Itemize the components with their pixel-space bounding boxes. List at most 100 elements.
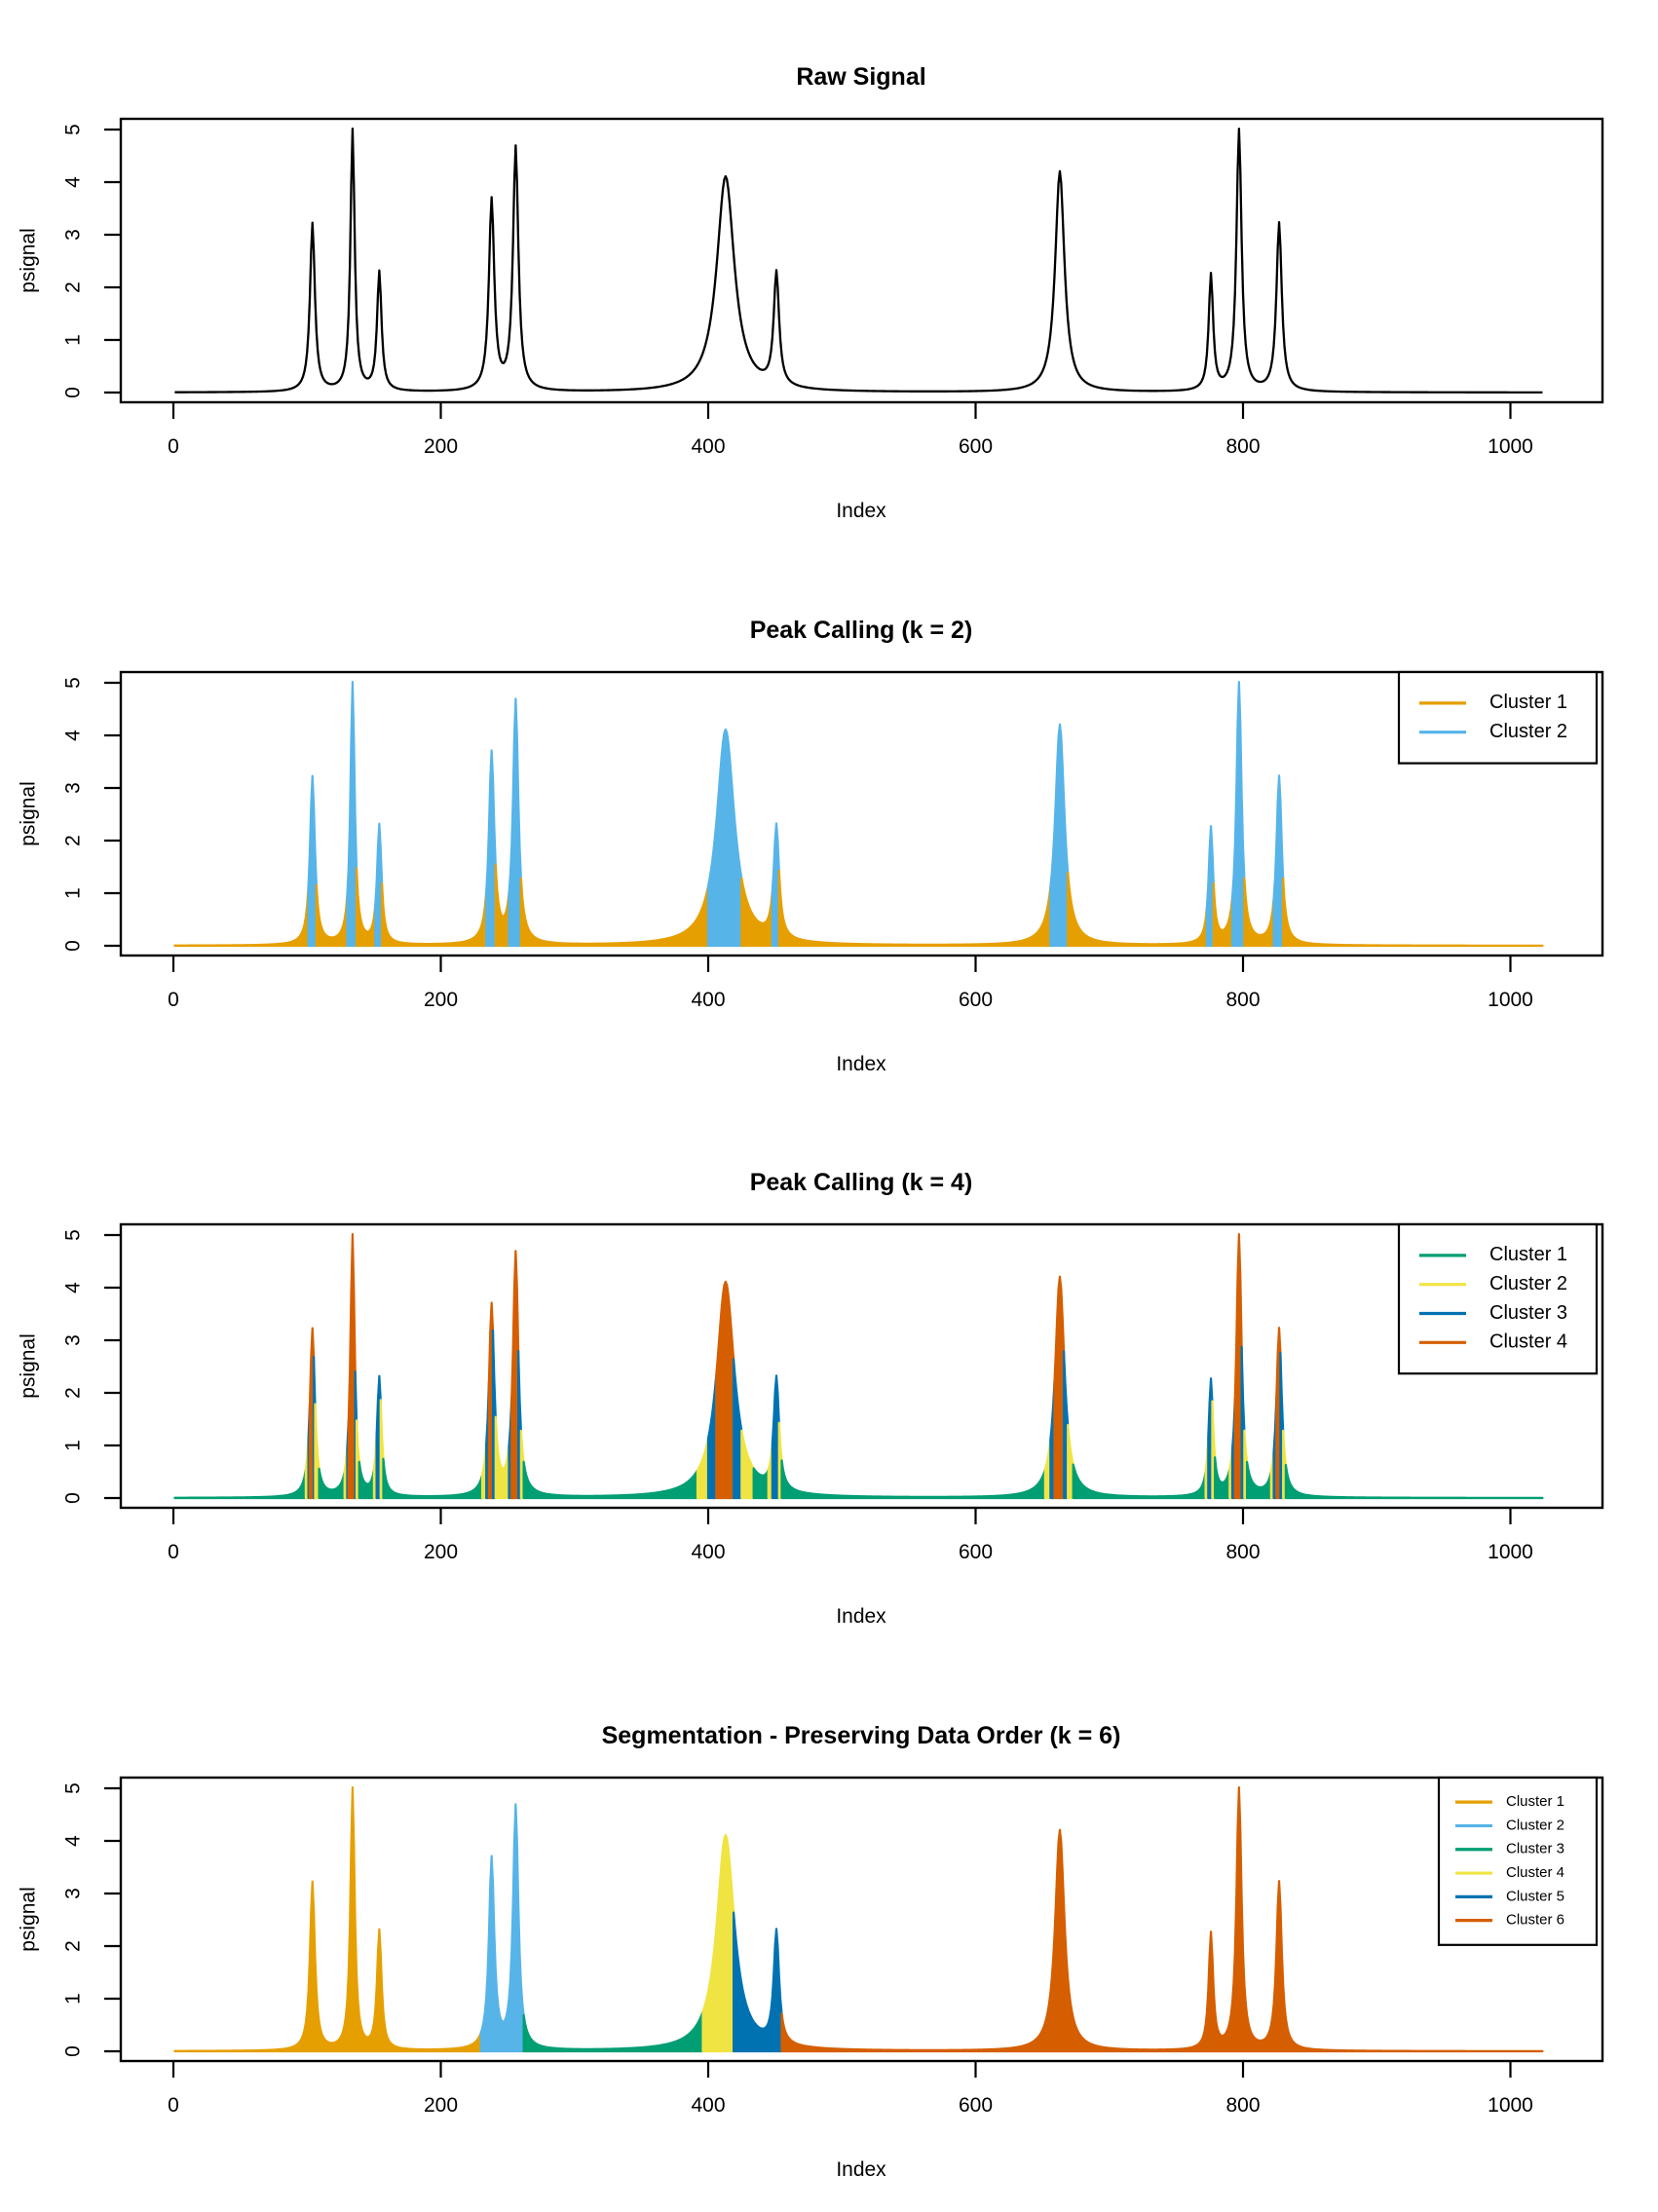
cluster-area-1: [381, 882, 488, 948]
x-tick-label: 400: [691, 435, 725, 458]
y-tick-label: 5: [62, 1782, 85, 1794]
x-tick-label: 800: [1225, 1541, 1260, 1563]
x-tick-label: 600: [959, 989, 993, 1011]
legend-label: Cluster 4: [1506, 1864, 1564, 1881]
legend-entry: Cluster 2: [1419, 1273, 1567, 1294]
cluster-area-2: [740, 1429, 755, 1500]
y-tick-label: 2: [62, 835, 85, 846]
legend-label: Cluster 1: [1489, 1244, 1567, 1265]
x-tick-label: 600: [959, 1541, 993, 1563]
x-tick-label: 0: [168, 2094, 179, 2117]
x-tick-label: 0: [168, 1541, 179, 1563]
x-tick-label: 400: [691, 989, 725, 1011]
cluster-area-1: [318, 1467, 346, 1500]
panel-raw-signal: Raw Signal 0 200 400 600 800 1000 0 1 2 3 4 5 Index ps…: [0, 0, 1658, 553]
y-tick-label: 0: [62, 387, 85, 398]
x-tick-label: 1000: [1488, 989, 1533, 1011]
legend-box: [1397, 1222, 1599, 1375]
cluster-area-4: [1053, 1275, 1066, 1500]
segmentation-k6-chart: Segmentation - Preserving Data Order (k …: [18, 1722, 1604, 2181]
cluster-area-1: [780, 1459, 1046, 1500]
cluster-area-2: [1230, 681, 1246, 948]
cluster-area-2: [508, 697, 522, 948]
cluster-area-1: [358, 1460, 375, 1500]
plot-box: [119, 1222, 1604, 1510]
y-axis-title: psignal: [18, 1333, 40, 1399]
cluster-area-2: [307, 774, 318, 948]
x-axis-title: Index: [836, 500, 886, 522]
x-tick-label: 400: [691, 2094, 725, 2117]
x-tick-label: 400: [691, 1541, 725, 1563]
x-axis-title: Index: [836, 1053, 886, 1075]
cluster-area-2: [1049, 723, 1070, 948]
legend-label: Cluster 1: [1506, 1793, 1564, 1810]
plot-box: [119, 670, 1604, 957]
cluster-area-1: [740, 877, 773, 948]
legend-entry: Cluster 1: [1455, 1793, 1564, 1810]
y-tick-label: 5: [62, 677, 85, 689]
cluster-area-1: [1214, 1456, 1231, 1500]
panel-peak-calling-k2: Peak Calling (k = 2) 0 200 400 600 800 1000 0 1 2…: [0, 553, 1658, 1106]
legend-label: Cluster 2: [1489, 721, 1567, 742]
cluster-area-2: [346, 680, 358, 948]
legend-entry: Cluster 3: [1419, 1302, 1567, 1324]
y-axis-title: psignal: [18, 1887, 40, 1952]
legend-box: [1437, 1776, 1599, 1946]
y-axis-title: psignal: [18, 228, 40, 293]
x-tick-label: 200: [424, 435, 458, 458]
y-tick-label: 1: [62, 887, 85, 899]
cluster-area-3: [522, 2010, 704, 2053]
legend-entry: Cluster 6: [1455, 1912, 1564, 1929]
legend: Cluster 1 Cluster 2 Cluster 3 Cluster 4: [1397, 1222, 1599, 1375]
x-tick-label: 1000: [1488, 435, 1533, 458]
x-tick-label: 800: [1225, 435, 1260, 458]
x-tick-label: 0: [168, 435, 179, 458]
y-tick-label: 4: [62, 730, 85, 741]
x-tick-label: 600: [959, 2094, 993, 2117]
x-tick-label: 0: [168, 989, 179, 1011]
legend-label: Cluster 6: [1506, 1912, 1564, 1929]
legend-entry: Cluster 4: [1455, 1864, 1564, 1881]
y-tick-label: 5: [62, 124, 85, 135]
y-tick-label: 3: [62, 782, 85, 794]
cluster-area-1: [1246, 1460, 1272, 1500]
cluster-area-1: [1212, 881, 1234, 948]
cluster-area-1: [1282, 877, 1544, 948]
plot-box: [119, 117, 1604, 404]
legend: Cluster 1 Cluster 2: [1397, 670, 1599, 765]
cluster-area-4: [701, 1833, 735, 2053]
legend-label: Cluster 1: [1489, 692, 1567, 713]
y-tick-label: 2: [62, 1940, 85, 1952]
x-tick-label: 600: [959, 435, 993, 458]
legend-label: Cluster 4: [1489, 1331, 1567, 1353]
y-tick-label: 1: [62, 1993, 85, 2005]
raw-signal-line: [174, 127, 1543, 394]
legend-box: [1397, 670, 1599, 765]
x-tick-label: 800: [1225, 2094, 1260, 2117]
legend-label: Cluster 3: [1506, 1841, 1564, 1857]
x-tick-label: 200: [424, 989, 458, 1011]
cluster-area-3: [732, 1358, 743, 1500]
y-axis-title: psignal: [18, 781, 40, 846]
cluster-area-1: [173, 1785, 482, 2053]
cluster-area-2: [696, 1437, 710, 1500]
cluster-area-1: [173, 1468, 307, 1500]
y-tick-label: 4: [62, 1282, 85, 1293]
y-tick-label: 1: [62, 334, 85, 346]
y-tick-label: 5: [62, 1229, 85, 1241]
legend-label: Cluster 3: [1489, 1302, 1567, 1324]
y-tick-label: 3: [62, 229, 85, 241]
cluster-area-3: [706, 1373, 718, 1500]
cluster-area-2: [706, 728, 743, 948]
cluster-area-1: [777, 869, 1052, 948]
peak-calling-k4-chart: Peak Calling (k = 4) 0 200 400 600 800 1000 0 1 2…: [18, 1169, 1604, 1628]
cluster-area-4: [715, 1280, 735, 1500]
x-tick-label: 200: [424, 2094, 458, 2117]
cluster-area-6: [780, 1786, 1544, 2053]
legend-label: Cluster 5: [1506, 1888, 1564, 1904]
legend: Cluster 1 Cluster 2 Cluster 3 Cluster 4 Clus…: [1437, 1776, 1599, 1946]
y-tick-label: 0: [62, 2045, 85, 2057]
legend-entry: Cluster 1: [1419, 1244, 1567, 1265]
y-tick-label: 1: [62, 1440, 85, 1451]
